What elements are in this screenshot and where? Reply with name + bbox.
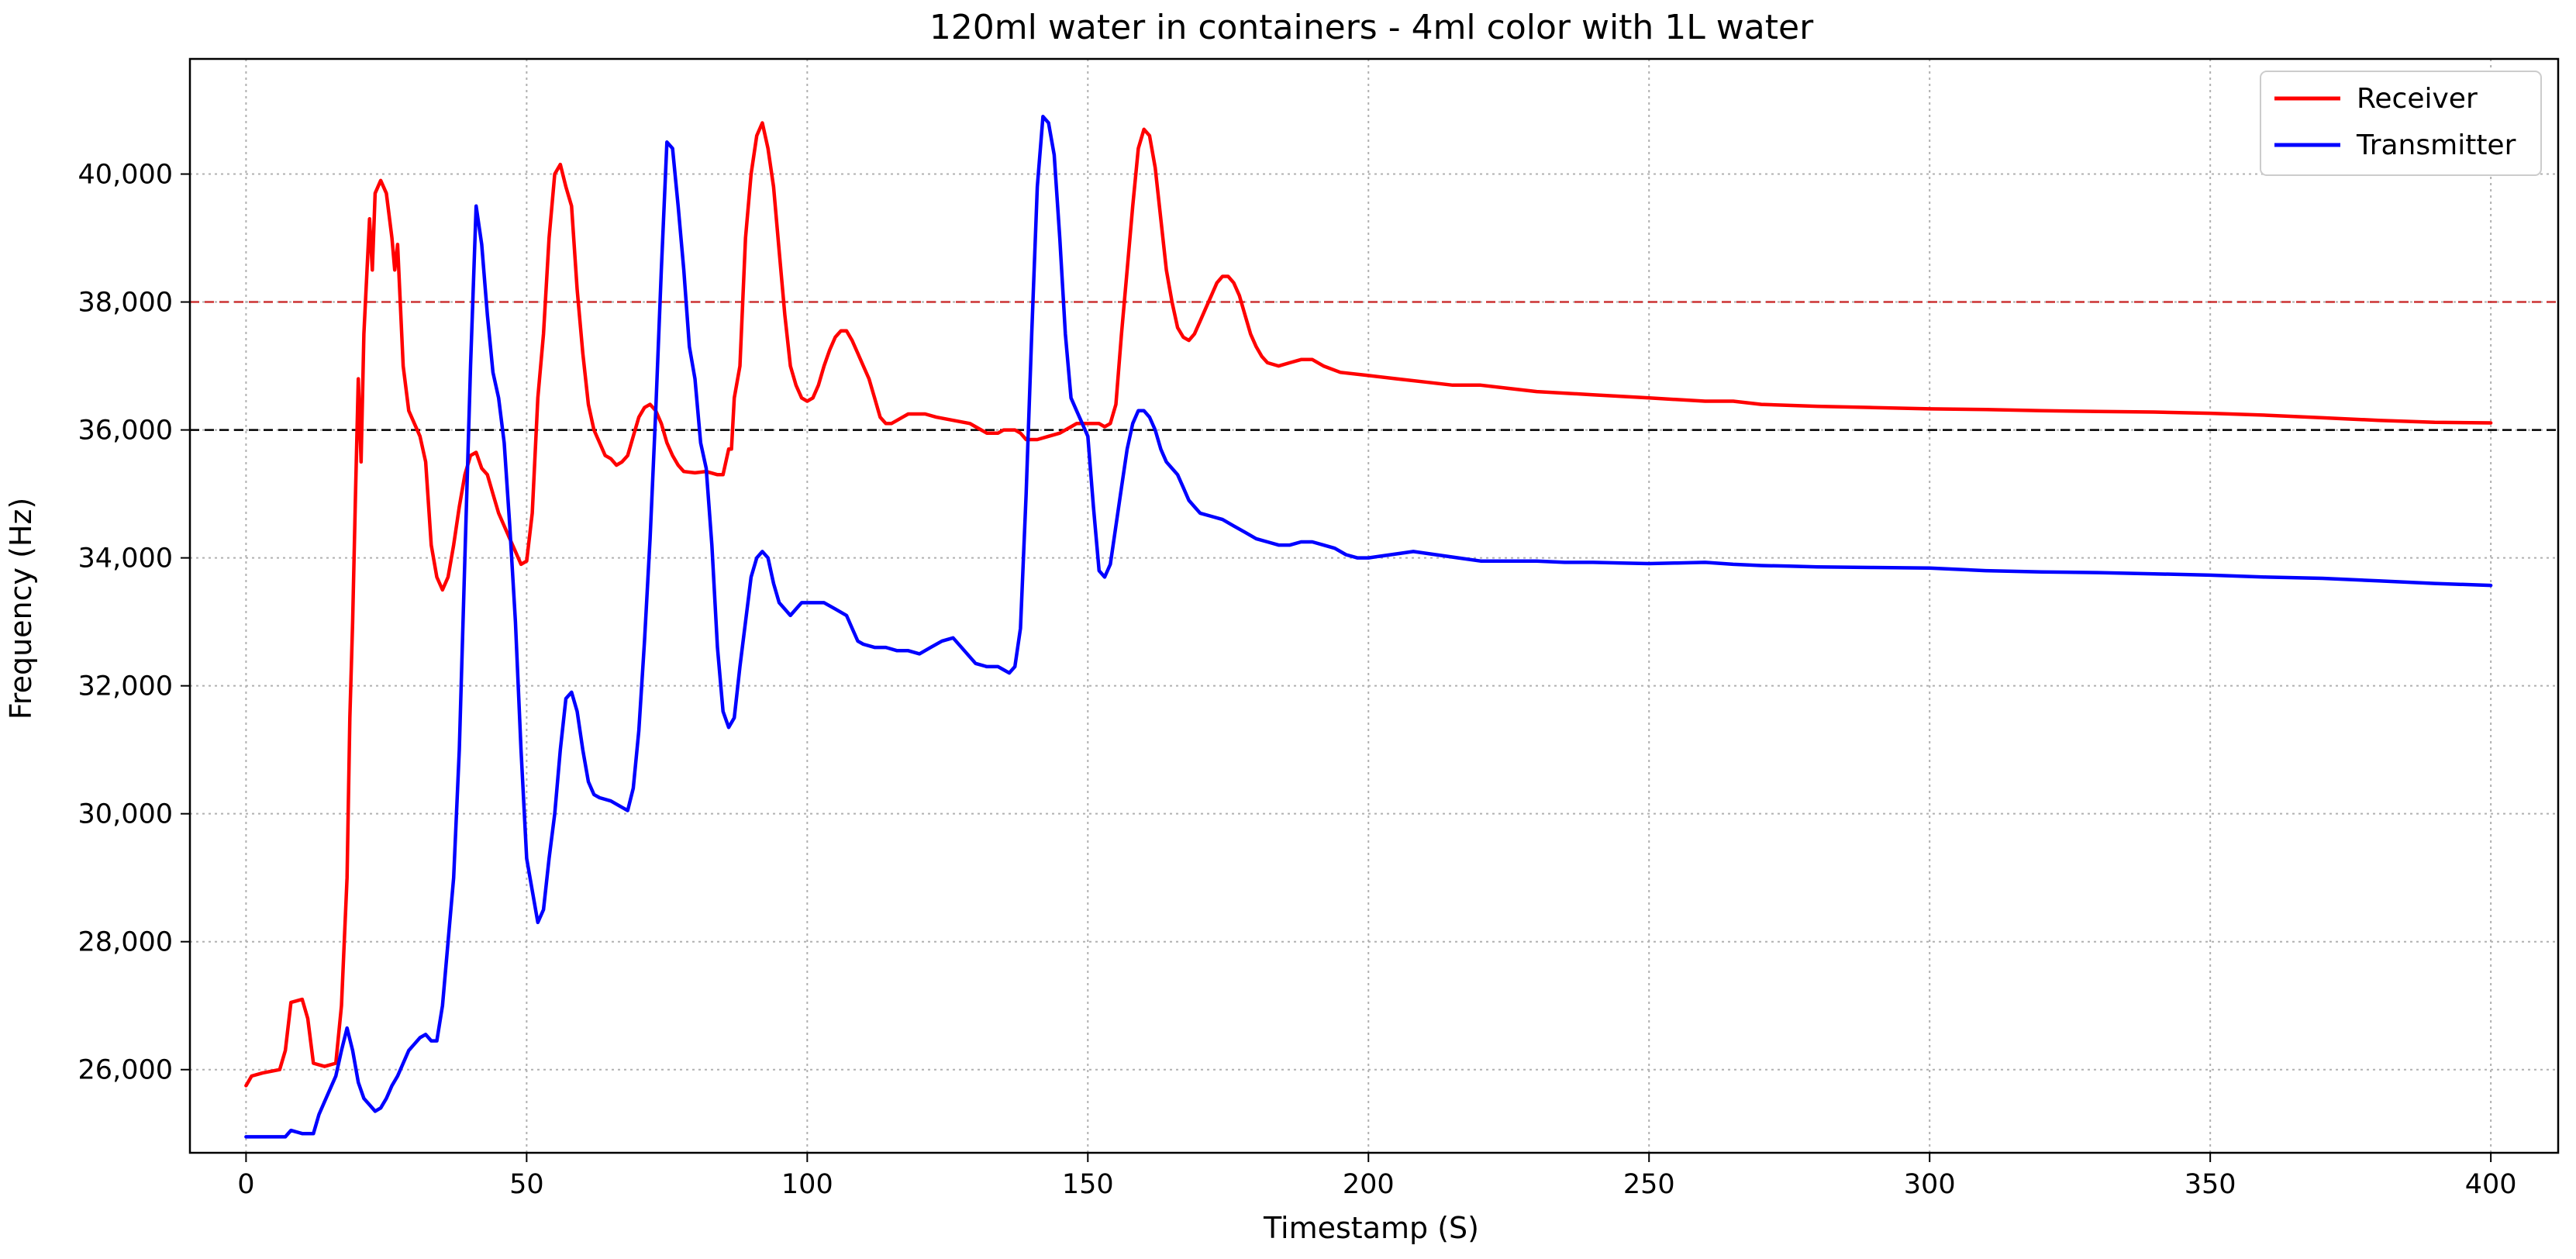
x-tick-label: 0 (237, 1169, 254, 1200)
reference-lines (190, 301, 2558, 431)
series-line-transmitter (244, 115, 2493, 1139)
series-group (244, 115, 2493, 1139)
y-tick-label: 30,000 (78, 799, 173, 830)
y-tick-label: 40,000 (78, 160, 173, 191)
legend: Receiver Transmitter (2260, 71, 2542, 176)
x-tick-label: 150 (1062, 1169, 1114, 1200)
y-tick-label: 26,000 (78, 1055, 173, 1086)
chart-title: 120ml water in containers - 4ml color wi… (929, 8, 1814, 47)
y-tick-label: 38,000 (78, 288, 173, 319)
y-tick-label: 32,000 (78, 671, 173, 702)
x-tick-label: 350 (2185, 1169, 2236, 1200)
x-tick-label: 400 (2465, 1169, 2517, 1200)
x-tick-label: 250 (1623, 1169, 1675, 1200)
legend-label-transmitter: Transmitter (2356, 129, 2516, 161)
x-tick-label: 200 (1343, 1169, 1395, 1200)
y-tick-label: 34,000 (78, 543, 173, 574)
x-tick-label: 300 (1904, 1169, 1956, 1200)
y-axis-title: Frequency (Hz) (4, 498, 38, 720)
grid-lines (190, 59, 2558, 1153)
x-axis-title: Timestamp (S) (1263, 1211, 1479, 1245)
y-tick-label: 36,000 (78, 416, 173, 447)
series-line-receiver (244, 121, 2493, 1088)
y-tick-label: 28,000 (78, 927, 173, 958)
legend-label-receiver: Receiver (2357, 83, 2478, 115)
plot-frame (188, 57, 2560, 1154)
x-tick-label: 100 (781, 1169, 833, 1200)
axis-ticks: 0 50 100 150 200 250 300 350 400 26,000 28,000 30,0… (78, 160, 2517, 1200)
x-tick-label: 50 (509, 1169, 544, 1200)
